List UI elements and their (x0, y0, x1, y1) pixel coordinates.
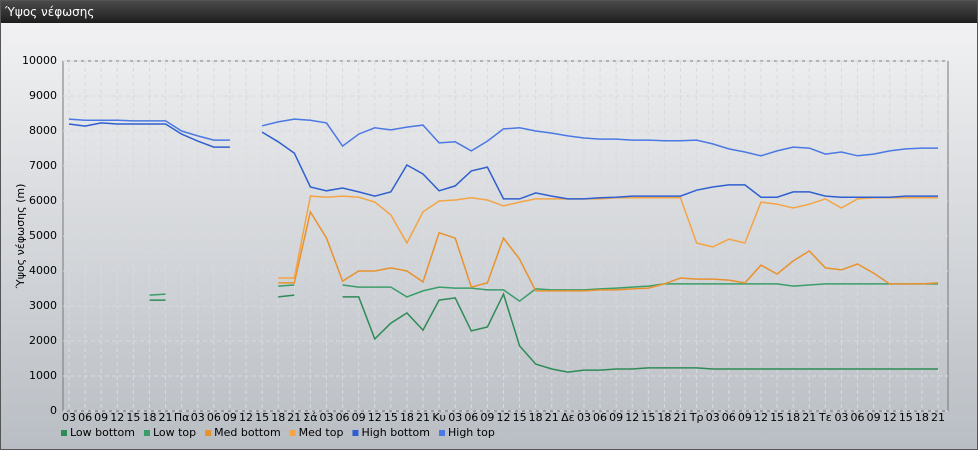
x-tick-label: 12 (754, 411, 768, 424)
x-tick-label: 15 (770, 411, 784, 424)
x-tick-label: 09 (609, 411, 623, 424)
x-tick-label: 03 (319, 411, 333, 424)
x-tick-label: 12 (110, 411, 124, 424)
y-tick-label: 5000 (29, 229, 57, 242)
series-line (278, 209, 939, 292)
legend-swatch (143, 430, 150, 436)
x-tick-label: 21 (545, 411, 559, 424)
x-tick-label: 06 (78, 411, 92, 424)
x-tick-label: Σά (303, 411, 317, 424)
legend-label: High top (448, 426, 495, 439)
y-tick-label: 10000 (22, 54, 57, 67)
x-tick-label: 21 (159, 411, 173, 424)
x-tick-label: 21 (416, 411, 430, 424)
x-tick-label: 06 (336, 411, 350, 424)
x-tick-label: Τε (818, 411, 832, 424)
y-tick-label: 9000 (29, 89, 57, 102)
x-tick-label: 21 (287, 411, 301, 424)
x-tick-label: 18 (786, 411, 800, 424)
legend-swatch (352, 430, 359, 436)
x-tick-label: 18 (142, 411, 156, 424)
x-tick-label: 03 (577, 411, 591, 424)
x-tick-label: 18 (529, 411, 543, 424)
x-tick-label: 09 (94, 411, 108, 424)
x-tick-label: 09 (867, 411, 881, 424)
x-tick-label: 21 (674, 411, 688, 424)
x-tick-label: 06 (722, 411, 736, 424)
x-tick-label: 03 (62, 411, 76, 424)
x-tick-label: 06 (464, 411, 478, 424)
y-tick-label: 1000 (29, 369, 57, 382)
legend-label: Low top (153, 426, 196, 439)
x-tick-label: 18 (915, 411, 929, 424)
x-tick-label: 06 (207, 411, 221, 424)
legend-swatch (439, 430, 445, 436)
x-tick-label: 12 (625, 411, 639, 424)
y-tick-label: 0 (50, 404, 57, 417)
series-line (149, 292, 938, 373)
x-tick-label: 12 (368, 411, 382, 424)
x-tick-label: 18 (271, 411, 285, 424)
x-tick-label: 09 (223, 411, 237, 424)
series-line (68, 118, 938, 157)
legend-swatch (289, 430, 296, 436)
x-tick-label: 12 (497, 411, 511, 424)
x-tick-label: 09 (480, 411, 494, 424)
x-tick-label: 15 (126, 411, 140, 424)
y-axis-label: Ύψος νέφωσης (m) (14, 184, 27, 290)
x-tick-label: Δε (561, 411, 575, 424)
legend-label: Med top (299, 426, 344, 439)
x-tick-label: 15 (513, 411, 527, 424)
series-line (149, 283, 938, 303)
x-tick-label: Τρ (689, 411, 704, 424)
legend-swatch (61, 430, 67, 436)
x-tick-label: 03 (448, 411, 462, 424)
x-tick-label: 12 (239, 411, 253, 424)
series-line (68, 122, 938, 200)
x-tick-label: 21 (802, 411, 816, 424)
series-line (278, 195, 938, 279)
x-tick-label: 15 (384, 411, 398, 424)
x-tick-label: 12 (883, 411, 897, 424)
x-tick-label: 06 (851, 411, 865, 424)
x-tick-label: 18 (657, 411, 671, 424)
y-tick-label: 8000 (29, 124, 57, 137)
x-tick-label: 15 (641, 411, 655, 424)
y-tick-label: 7000 (29, 159, 57, 172)
x-tick-label: 09 (352, 411, 366, 424)
x-tick-label: Κυ (432, 411, 446, 424)
x-tick-label: Πα (174, 411, 190, 424)
legend-label: Low bottom (70, 426, 135, 439)
y-tick-label: 2000 (29, 334, 57, 347)
title-bar: Ύψος νέφωσης (1, 1, 977, 23)
legend-label: High bottom (361, 426, 430, 439)
y-tick-label: 3000 (29, 299, 57, 312)
y-tick-label: 6000 (29, 194, 57, 207)
x-tick-label: 18 (400, 411, 414, 424)
x-tick-label: 09 (738, 411, 752, 424)
x-tick-label: 15 (255, 411, 269, 424)
x-tick-label: 03 (191, 411, 205, 424)
legend-label: Med bottom (214, 426, 281, 439)
legend-swatch (205, 430, 212, 436)
x-tick-label: 15 (899, 411, 913, 424)
x-tick-label: 03 (706, 411, 720, 424)
x-tick-label: 03 (834, 411, 848, 424)
x-tick-label: 21 (931, 411, 945, 424)
x-tick-label: 06 (593, 411, 607, 424)
y-tick-label: 4000 (29, 264, 57, 277)
